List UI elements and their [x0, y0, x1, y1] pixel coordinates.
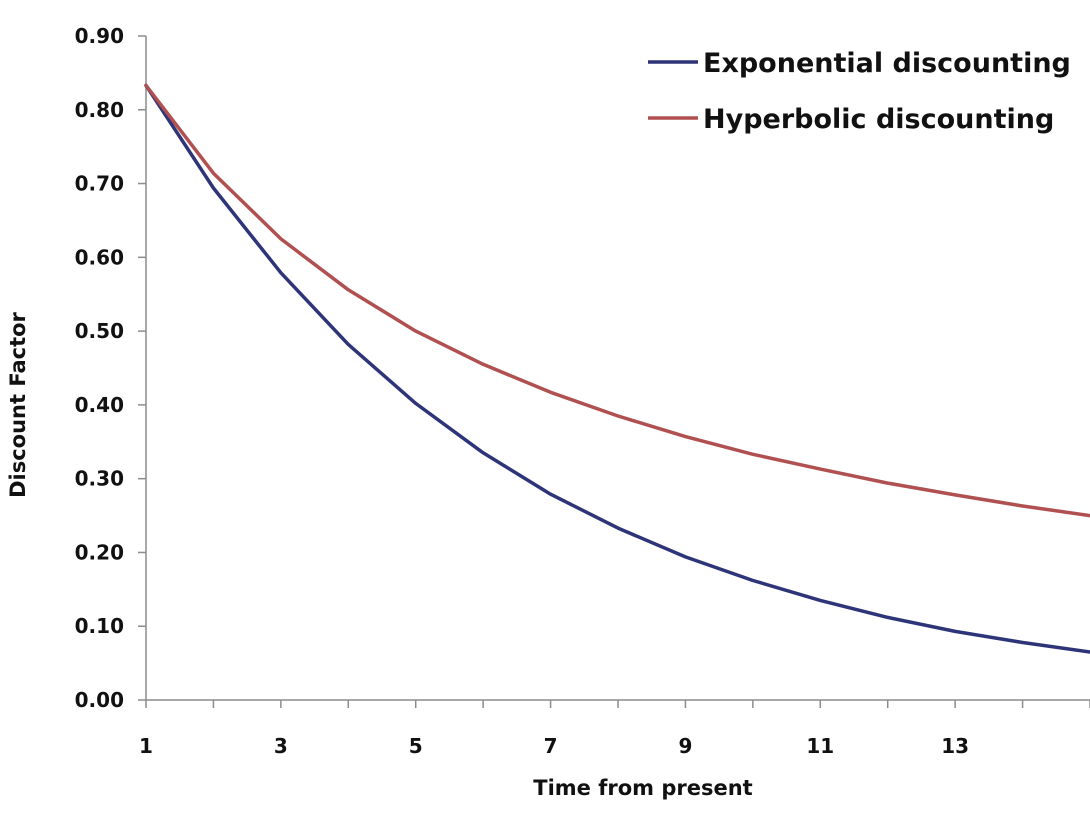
x-tick-label: 5 — [409, 734, 423, 758]
y-axis: 0.00 0.10 0.20 0.30 0.40 0.50 0.60 0.70 0.80 0.90 — [75, 24, 147, 712]
x-tick-label: 3 — [274, 734, 288, 758]
y-axis-title: Discount Factor — [6, 311, 30, 497]
x-axis: 1 3 5 7 9 11 13 — [139, 699, 1090, 758]
y-tick-label: 0.70 — [75, 172, 124, 196]
legend-label: Exponential discounting — [703, 48, 1071, 79]
y-tick-label: 0.30 — [75, 467, 124, 491]
x-tick-label: 9 — [678, 734, 692, 758]
y-tick-label: 0.40 — [75, 393, 124, 417]
y-tick-label: 0.00 — [75, 688, 124, 712]
x-tick-label: 11 — [806, 734, 834, 758]
x-tick-label: 1 — [139, 734, 153, 758]
legend: Exponential discounting Hyperbolic discou… — [648, 48, 1071, 135]
series-line-hyperbolic — [144, 83, 1090, 518]
x-tick-label: 7 — [544, 734, 558, 758]
x-tick-label: 13 — [941, 734, 969, 758]
legend-label: Hyperbolic discounting — [703, 104, 1054, 135]
y-tick-label: 0.20 — [75, 540, 124, 564]
y-tick-label: 0.50 — [75, 319, 124, 343]
series-line-exponential — [144, 83, 1090, 654]
x-axis-title: Time from present — [533, 776, 752, 800]
y-tick-label: 0.10 — [75, 614, 124, 638]
y-tick-label: 0.80 — [75, 98, 124, 122]
y-tick-label: 0.60 — [75, 245, 124, 269]
y-tick-label: 0.90 — [75, 24, 124, 48]
series-lines — [144, 83, 1090, 654]
